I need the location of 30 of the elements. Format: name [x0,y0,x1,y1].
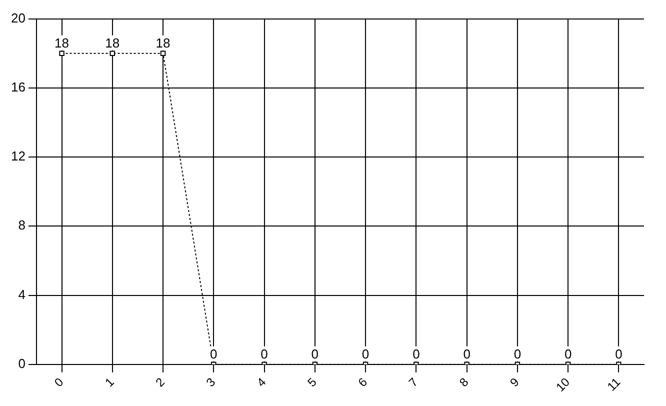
x-tick-label: 3 [203,374,218,390]
y-tick-label: 4 [18,286,26,302]
x-tick-label: 4 [254,374,269,390]
x-tick-label: 5 [304,374,320,390]
data-label: 18 [156,35,170,50]
x-tick-label: 2 [152,374,168,390]
data-label: 0 [615,346,622,362]
data-label: 0 [514,346,522,362]
data-label: 0 [260,346,268,362]
x-tick-label: 7 [406,374,421,390]
x-tick-label: 10 [553,374,573,394]
data-label: 0 [463,346,470,362]
x-tick-label: 1 [102,374,118,390]
x-tick-label: 6 [355,374,370,390]
y-tick-label: 20 [10,10,26,26]
x-tick-label: 11 [604,374,624,394]
y-tick-label: 12 [10,148,26,164]
data-label: 18 [54,35,70,50]
data-label: 0 [564,346,572,362]
x-tick-label: 0 [52,374,66,390]
data-label: 0 [412,346,420,362]
data-label: 0 [311,346,319,362]
data-label: 18 [105,35,120,50]
data-label: 0 [210,346,218,362]
y-tick-label: 8 [18,218,26,233]
data-label: 0 [362,346,370,362]
x-tick-label: 8 [456,374,472,390]
y-tick-label: 0 [18,356,26,371]
y-tick-label: 16 [10,79,26,94]
x-tick-label: 9 [507,374,522,390]
